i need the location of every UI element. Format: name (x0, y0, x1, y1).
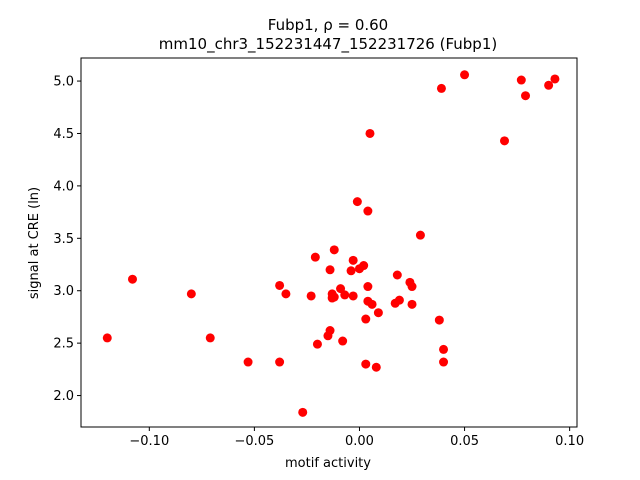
data-point-39 (394, 295, 404, 305)
data-point-14 (325, 265, 335, 275)
plot-area-frame (80, 57, 578, 428)
data-points (102, 70, 560, 417)
data-point-4 (243, 357, 253, 367)
data-point-24 (348, 255, 358, 265)
data-point-29 (361, 314, 371, 324)
data-point-47 (439, 357, 449, 367)
data-point-25 (352, 197, 362, 207)
y-axis-label: signal at CRE (ln) (27, 187, 42, 299)
data-point-38 (392, 270, 402, 280)
data-point-35 (371, 362, 381, 372)
data-point-3 (205, 333, 215, 343)
x-tick-label-1: −0.05 (234, 434, 274, 449)
x-axis-label: motif activity (285, 456, 371, 471)
chart-title-line2: mm10_chr3_152231447_152231726 (Fubp1) (159, 35, 497, 54)
data-point-49 (499, 136, 509, 146)
data-point-18 (329, 292, 339, 302)
data-point-28 (361, 359, 371, 369)
data-point-53 (550, 74, 560, 84)
x-tick-label-3: 0.05 (450, 434, 479, 449)
data-point-0 (102, 333, 112, 343)
data-point-7 (281, 289, 291, 299)
data-point-32 (363, 206, 373, 216)
data-point-21 (340, 290, 350, 300)
x-axis-ticks: −0.10 −0.05 0.00 0.05 0.10 (129, 427, 584, 449)
data-point-43 (415, 230, 425, 240)
data-point-6 (275, 357, 285, 367)
data-point-1 (127, 274, 137, 284)
y-tick-label-5: 4.5 (53, 127, 74, 142)
data-point-34 (367, 299, 377, 309)
data-point-20 (338, 336, 348, 346)
data-point-45 (436, 83, 446, 93)
data-point-33 (365, 128, 375, 138)
chart-title-line1: Fubp1, ρ = 0.60 (268, 16, 388, 34)
y-axis-ticks: 2.0 2.5 3.0 3.5 4.0 4.5 5.0 (53, 75, 81, 404)
data-point-9 (306, 291, 316, 301)
data-point-13 (325, 326, 335, 336)
x-tick-label-4: 0.10 (555, 434, 584, 449)
y-tick-label-1: 2.5 (53, 337, 74, 352)
data-point-2 (186, 289, 196, 299)
x-tick-label-0: −0.10 (129, 434, 169, 449)
data-point-36 (373, 308, 383, 318)
data-point-10 (310, 252, 320, 262)
x-tick-label-2: 0.00 (345, 434, 374, 449)
y-tick-label-2: 3.0 (53, 284, 74, 299)
data-point-48 (460, 70, 470, 80)
data-point-41 (407, 299, 417, 309)
data-point-44 (434, 315, 444, 325)
data-point-17 (329, 245, 339, 255)
data-point-52 (544, 80, 554, 90)
data-point-51 (521, 91, 531, 101)
data-point-50 (516, 75, 526, 85)
data-point-46 (439, 344, 449, 354)
data-point-8 (298, 407, 308, 417)
data-point-31 (363, 282, 373, 292)
y-tick-label-3: 3.5 (53, 232, 74, 247)
data-point-22 (346, 266, 356, 276)
data-point-42 (407, 282, 417, 292)
y-tick-label-4: 4.0 (53, 179, 74, 194)
data-point-23 (348, 291, 358, 301)
data-point-5 (275, 280, 285, 290)
y-tick-label-0: 2.0 (53, 389, 74, 404)
data-point-11 (312, 339, 322, 349)
data-point-27 (359, 261, 369, 271)
y-tick-label-6: 5.0 (53, 75, 74, 90)
